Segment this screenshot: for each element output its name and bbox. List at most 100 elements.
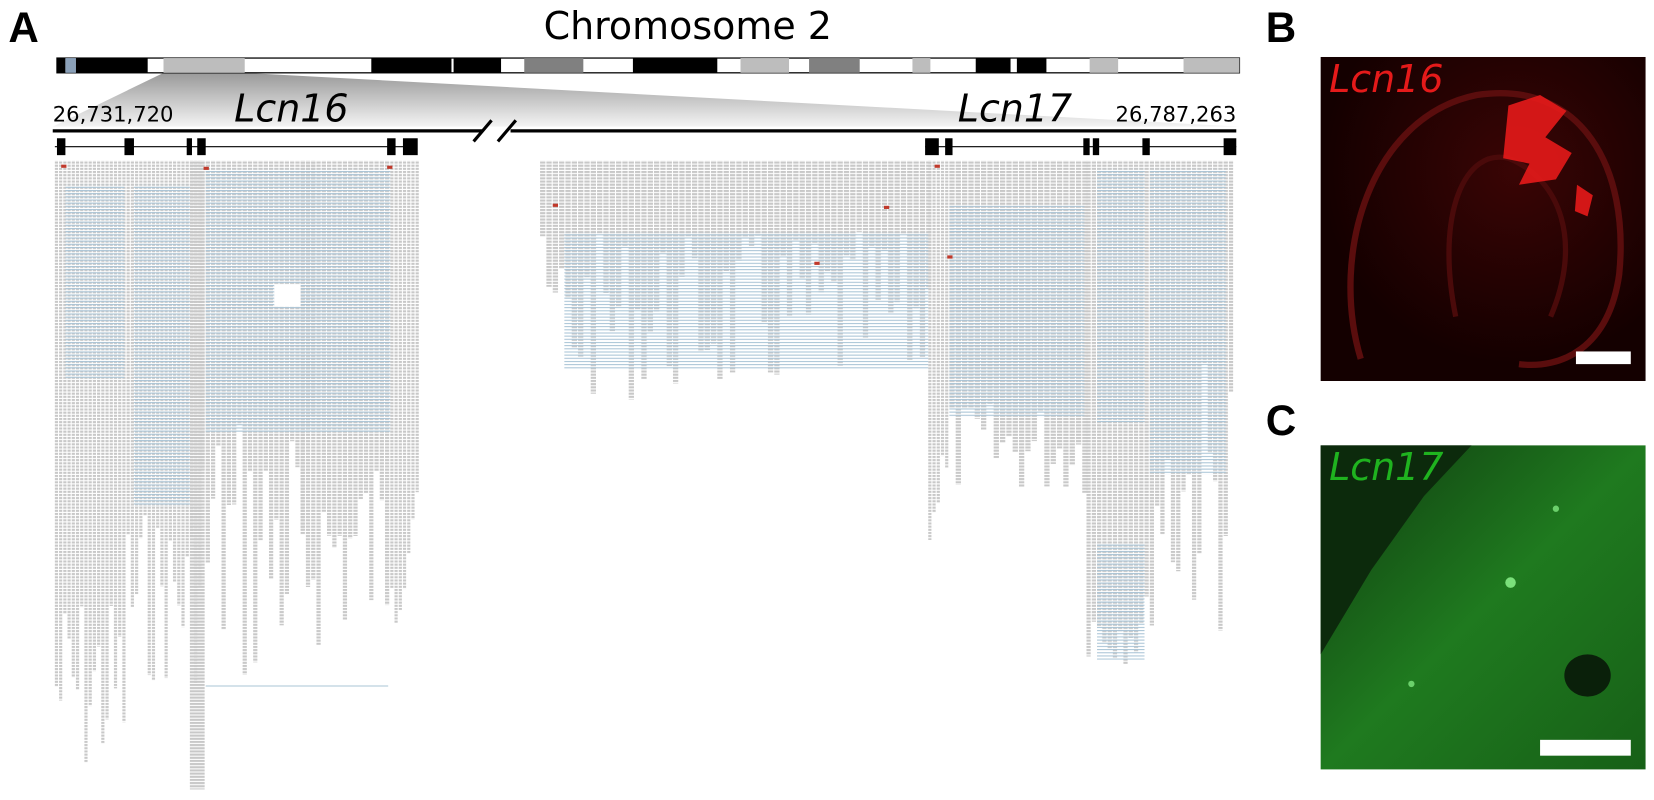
zoom-wedge	[52, 72, 1240, 127]
read-stack	[603, 160, 609, 293]
read-stack	[748, 160, 755, 247]
read-stack	[843, 160, 850, 256]
break-mark	[472, 119, 493, 143]
spliced-reads	[564, 232, 929, 370]
read-stack	[691, 160, 698, 259]
band	[1183, 58, 1240, 73]
band	[524, 58, 584, 73]
spliced-reads	[949, 205, 1085, 417]
read-stack	[1082, 160, 1088, 493]
read-stack	[552, 160, 559, 293]
read-stack	[799, 160, 805, 280]
mismatch	[934, 164, 940, 168]
spliced-reads	[65, 184, 125, 380]
read-stack	[597, 160, 603, 234]
read-stack	[736, 160, 742, 261]
exon	[945, 138, 953, 156]
read-stack	[92, 160, 96, 672]
read-stack	[59, 160, 63, 701]
mismatch	[203, 166, 209, 170]
read-stack	[679, 160, 685, 277]
chromosome-title: Chromosome 2	[544, 4, 832, 48]
band	[809, 58, 860, 73]
exon	[925, 138, 939, 156]
read-stack	[75, 160, 80, 690]
band	[163, 58, 245, 73]
band	[740, 58, 790, 73]
exon	[402, 138, 418, 156]
read-stack	[660, 160, 666, 254]
read-stack	[122, 160, 126, 723]
scale-bar	[1575, 351, 1631, 365]
exon	[124, 138, 134, 156]
read-stack	[850, 160, 856, 260]
band	[65, 58, 76, 73]
read-stack	[793, 160, 799, 241]
exon	[197, 138, 206, 156]
read-stack	[928, 160, 932, 540]
mismatch	[947, 255, 953, 259]
read-stack	[407, 160, 411, 554]
micrograph	[1320, 56, 1646, 382]
mismatch	[552, 203, 559, 207]
signal	[1408, 680, 1415, 688]
read-stack	[932, 160, 936, 513]
gene-track	[54, 138, 1237, 156]
read-stack	[84, 160, 88, 763]
read-stack	[67, 160, 71, 639]
spliced-reads	[1149, 168, 1226, 475]
read-stack	[415, 160, 419, 493]
read-stack	[394, 160, 398, 624]
read-stack	[780, 160, 786, 257]
mismatch	[387, 165, 393, 169]
read-stack	[189, 160, 205, 790]
read-stack	[856, 160, 862, 233]
read-stack	[742, 160, 748, 239]
band	[75, 58, 148, 73]
read-stack	[755, 160, 761, 236]
read-stack	[390, 160, 394, 589]
exon	[56, 138, 66, 156]
read-stack	[101, 160, 105, 744]
band	[975, 58, 1011, 73]
read-stack	[824, 160, 831, 272]
read-stack	[546, 160, 552, 287]
read-stack	[130, 160, 134, 608]
signal	[1503, 94, 1593, 217]
read-alignments	[54, 160, 1234, 790]
dark-region	[1564, 654, 1611, 697]
read-stack	[118, 160, 122, 637]
panel-label: B	[1266, 4, 1296, 51]
read-stack	[723, 160, 729, 271]
read-stack	[88, 160, 92, 707]
read-stack	[1086, 160, 1091, 657]
read-stack	[818, 160, 824, 293]
read-stack	[869, 160, 875, 247]
dark-region	[1320, 445, 1472, 655]
band	[1016, 58, 1047, 73]
read-stack	[565, 160, 571, 299]
read-stack	[559, 160, 565, 269]
exon	[1092, 138, 1100, 156]
read-stack	[1144, 160, 1149, 597]
band	[1089, 58, 1119, 73]
gene-name: Lcn17	[958, 86, 1072, 130]
read-stack	[1091, 160, 1096, 622]
read-stack	[54, 160, 59, 687]
panel-label: A	[8, 4, 38, 51]
gene-name: Lcn16	[234, 86, 348, 130]
read-stack	[584, 160, 590, 278]
exon	[387, 138, 396, 156]
scale-bar	[1540, 739, 1631, 756]
signal	[1552, 505, 1560, 512]
read-stack	[80, 160, 84, 607]
ideogram	[56, 57, 1241, 74]
band	[632, 58, 718, 73]
read-stack	[622, 160, 628, 248]
stain-label: Lcn17	[1329, 445, 1443, 489]
read-stack	[63, 160, 67, 614]
read-stack	[831, 160, 837, 283]
read-stack	[875, 160, 881, 301]
exon	[1083, 138, 1090, 156]
